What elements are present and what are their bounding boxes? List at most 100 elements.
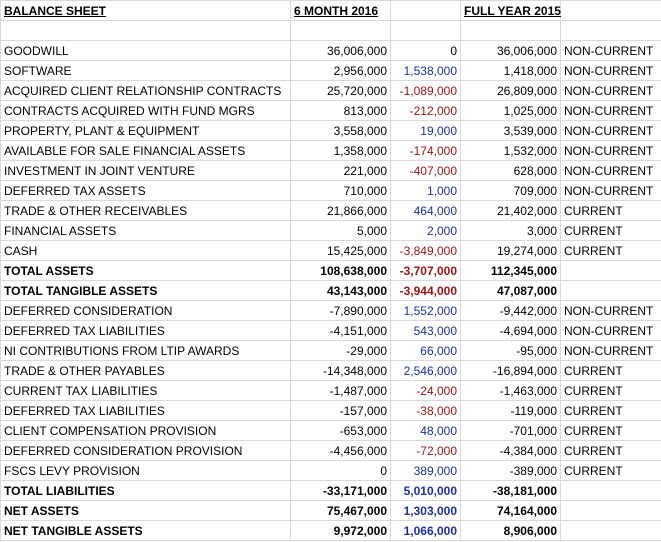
- row-label: CONTRACTS ACQUIRED WITH FUND MGRS: [0, 100, 291, 121]
- current-value: -157,000: [290, 400, 391, 421]
- table-row: INVESTMENT IN JOINT VENTURE 221,000 -407,0…: [0, 160, 661, 181]
- prior-value: 8,906,000: [460, 520, 561, 541]
- table-row: TRADE & OTHER PAYABLES -14,348,000 2,546,0…: [0, 360, 661, 381]
- change-value: 1,000: [390, 180, 461, 201]
- prior-value: 36,006,000: [460, 40, 561, 61]
- change-value: -212,000: [390, 100, 461, 121]
- current-value: 9,972,000: [290, 520, 391, 541]
- row-label: ACQUIRED CLIENT RELATIONSHIP CONTRACTS: [0, 80, 291, 101]
- table-row: ACQUIRED CLIENT RELATIONSHIP CONTRACTS 25…: [0, 80, 661, 101]
- asset-class: NON-CURRENT: [560, 300, 661, 321]
- asset-class: CURRENT: [560, 220, 661, 241]
- row-label: DEFERRED TAX LIABILITIES: [0, 320, 291, 341]
- change-value: 1,303,000: [390, 500, 461, 521]
- change-value: 19,000: [390, 120, 461, 141]
- row-label: CASH: [0, 240, 291, 261]
- table-row: NI CONTRIBUTIONS FROM LTIP AWARDS -29,000…: [0, 340, 661, 361]
- row-label: DEFERRED CONSIDERATION PROVISION: [0, 440, 291, 461]
- change-value: 48,000: [390, 420, 461, 441]
- prior-value: -4,694,000: [460, 320, 561, 341]
- change-value: 0: [390, 40, 461, 61]
- prior-value: -389,000: [460, 460, 561, 481]
- change-value: -24,000: [390, 380, 461, 401]
- row-label: DEFERRED TAX ASSETS: [0, 180, 291, 201]
- prior-value: -95,000: [460, 340, 561, 361]
- change-value: -1,089,000: [390, 80, 461, 101]
- current-value: 2,956,000: [290, 60, 391, 81]
- table-row: FINANCIAL ASSETS 5,000 2,000 3,000 CURRENT: [0, 220, 661, 241]
- change-value: 66,000: [390, 340, 461, 361]
- current-value: 21,866,000: [290, 200, 391, 221]
- row-label: TRADE & OTHER RECEIVABLES: [0, 200, 291, 221]
- table-row: CURRENT TAX LIABILITIES -1,487,000 -24,000…: [0, 380, 661, 401]
- row-label: CURRENT TAX LIABILITIES: [0, 380, 291, 401]
- row-label: FSCS LEVY PROVISION: [0, 460, 291, 481]
- row-label: NET TANGIBLE ASSETS: [0, 520, 291, 541]
- asset-class: NON-CURRENT: [560, 100, 661, 121]
- row-label: TRADE & OTHER PAYABLES: [0, 360, 291, 381]
- change-value: 1,552,000: [390, 300, 461, 321]
- current-value: 25,720,000: [290, 80, 391, 101]
- table-row: TOTAL LIABILITIES -33,171,000 5,010,000 -38…: [0, 480, 661, 501]
- asset-class: NON-CURRENT: [560, 180, 661, 201]
- row-label: DEFERRED CONSIDERATION: [0, 300, 291, 321]
- table-row: TOTAL TANGIBLE ASSETS 43,143,000 -3,944,00…: [0, 280, 661, 301]
- current-value: -7,890,000: [290, 300, 391, 321]
- change-value: 543,000: [390, 320, 461, 341]
- asset-class: CURRENT: [560, 460, 661, 481]
- header-cell: [390, 0, 461, 21]
- asset-class: NON-CURRENT: [560, 60, 661, 81]
- prior-value: 112,345,000: [460, 260, 561, 281]
- change-value: 464,000: [390, 200, 461, 221]
- row-label: GOODWILL: [0, 40, 291, 61]
- asset-class: [560, 500, 661, 521]
- prior-value: 47,087,000: [460, 280, 561, 301]
- row-label: AVAILABLE FOR SALE FINANCIAL ASSETS: [0, 140, 291, 161]
- row-label: SOFTWARE: [0, 60, 291, 81]
- asset-class: NON-CURRENT: [560, 320, 661, 341]
- current-value: -14,348,000: [290, 360, 391, 381]
- asset-class: CURRENT: [560, 400, 661, 421]
- asset-class: NON-CURRENT: [560, 140, 661, 161]
- table-row: AVAILABLE FOR SALE FINANCIAL ASSETS 1,358…: [0, 140, 661, 161]
- table-row: NET ASSETS 75,467,000 1,303,000 74,164,000: [0, 500, 661, 521]
- row-label: FINANCIAL ASSETS: [0, 220, 291, 241]
- current-value: 0: [290, 460, 391, 481]
- change-value: 1,538,000: [390, 60, 461, 81]
- table-row: NET TANGIBLE ASSETS 9,972,000 1,066,000 8,9…: [0, 520, 661, 541]
- table-row: SOFTWARE 2,956,000 1,538,000 1,418,000 NON-C…: [0, 60, 661, 81]
- current-value: 1,358,000: [290, 140, 391, 161]
- row-label: DEFERRED TAX LIABILITIES: [0, 400, 291, 421]
- asset-class: NON-CURRENT: [560, 160, 661, 181]
- header-cell: [560, 0, 661, 21]
- prior-value: -119,000: [460, 400, 561, 421]
- row-label: TOTAL TANGIBLE ASSETS: [0, 280, 291, 301]
- prior-value: 1,532,000: [460, 140, 561, 161]
- header-row: BALANCE SHEET 6 MONTH 2016 FULL YEAR 201…: [0, 0, 661, 21]
- table-row: DEFERRED TAX LIABILITIES -157,000 -38,000-…: [0, 400, 661, 421]
- row-label: TOTAL ASSETS: [0, 260, 291, 281]
- current-value: 813,000: [290, 100, 391, 121]
- table-row: GOODWILL 36,006,000 0 36,006,000 NON-CURRENT: [0, 40, 661, 61]
- prior-value: 74,164,000: [460, 500, 561, 521]
- asset-class: NON-CURRENT: [560, 80, 661, 101]
- asset-class: [560, 520, 661, 541]
- change-value: 5,010,000: [390, 480, 461, 501]
- change-value: -3,944,000: [390, 280, 461, 301]
- row-label: TOTAL LIABILITIES: [0, 480, 291, 501]
- current-value: 5,000: [290, 220, 391, 241]
- table-row: DEFERRED CONSIDERATION -7,890,000 1,552,00…: [0, 300, 661, 321]
- row-label: NET ASSETS: [0, 500, 291, 521]
- prior-value: 3,000: [460, 220, 561, 241]
- prior-value: 21,402,000: [460, 200, 561, 221]
- asset-class: CURRENT: [560, 200, 661, 221]
- header-cell: BALANCE SHEET: [0, 0, 291, 21]
- asset-class: CURRENT: [560, 420, 661, 441]
- row-label: INVESTMENT IN JOINT VENTURE: [0, 160, 291, 181]
- table-row: PROPERTY, PLANT & EQUIPMENT 3,558,000 19,0…: [0, 120, 661, 141]
- asset-class: [560, 280, 661, 301]
- current-value: 15,425,000: [290, 240, 391, 261]
- row-label: NI CONTRIBUTIONS FROM LTIP AWARDS: [0, 340, 291, 361]
